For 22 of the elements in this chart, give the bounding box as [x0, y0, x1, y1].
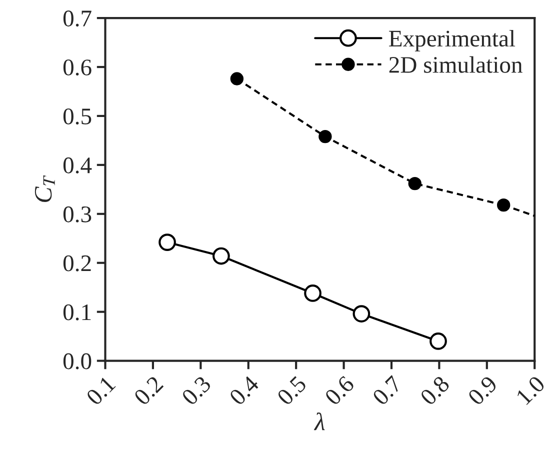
- y-tick-label: 0.7: [63, 10, 92, 27]
- x-axis-title: λ: [314, 412, 325, 430]
- y-tick-label: 0.3: [63, 206, 92, 222]
- x-tick-label: 0.4: [228, 374, 260, 406]
- y-tick-label: 0.6: [63, 59, 92, 76]
- y-tick-label: 0.2: [63, 255, 91, 272]
- x-tick-label: 0.6: [324, 374, 356, 406]
- x-tick-label: 0.2: [133, 375, 164, 406]
- y-tick-label: 0.1: [63, 304, 91, 320]
- x-tick-label: 0.1: [86, 375, 116, 406]
- x-tick-label: 1.0: [516, 375, 546, 406]
- x-tick-label: 0.3: [180, 375, 212, 406]
- legend-label: Experimental: [389, 30, 516, 52]
- x-tick-label: 0.5: [276, 375, 308, 406]
- y-axis-title: C$_{T}$: [34, 175, 55, 202]
- y-tick-label: 0.4: [63, 157, 92, 174]
- y-tick-label: 0.0: [63, 353, 92, 370]
- legend-label: 2D simulation: [389, 56, 522, 73]
- x-tick-label: 0.9: [467, 375, 498, 406]
- x-tick-label: 0.7: [372, 374, 403, 406]
- x-tick-label: 0.8: [419, 375, 450, 406]
- y-tick-label: 0.5: [63, 108, 92, 124]
